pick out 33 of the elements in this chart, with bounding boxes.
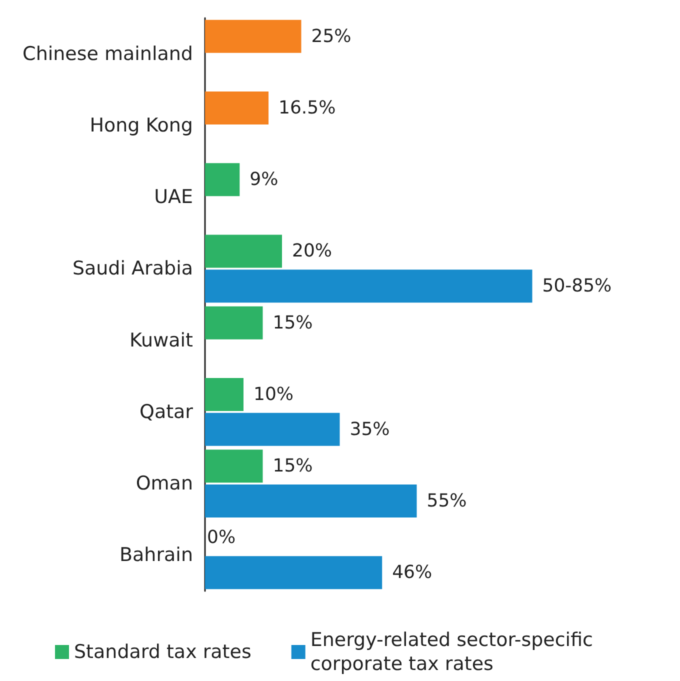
y-tick-label: Saudi Arabia bbox=[72, 258, 193, 280]
y-tick-label: UAE bbox=[154, 186, 193, 208]
data-label: 25% bbox=[311, 26, 352, 47]
bar bbox=[205, 412, 340, 446]
y-tick-label: Chinese mainland bbox=[22, 42, 193, 65]
data-label: 9% bbox=[250, 169, 278, 190]
data-label: 35% bbox=[350, 418, 390, 440]
y-tick-label: Kuwait bbox=[130, 329, 193, 352]
bar bbox=[205, 163, 240, 196]
bar bbox=[205, 450, 263, 483]
y-tick-label: Hong Kong bbox=[90, 114, 193, 136]
data-label: 55% bbox=[426, 490, 467, 512]
annotation: 50-85% bbox=[542, 276, 612, 297]
bar bbox=[205, 234, 282, 268]
data-label: 46% bbox=[392, 562, 432, 584]
annotation: 0% bbox=[207, 527, 236, 548]
bar bbox=[205, 484, 417, 518]
bar bbox=[205, 91, 269, 124]
data-label: 15% bbox=[272, 312, 313, 334]
y-tick-label: Bahrain bbox=[120, 544, 193, 566]
data-label: 15% bbox=[272, 456, 313, 477]
bar bbox=[205, 378, 244, 411]
bar bbox=[205, 20, 302, 53]
data-label: 16.5% bbox=[278, 97, 336, 118]
bar bbox=[205, 270, 532, 303]
legend-label: Standard tax rates bbox=[74, 641, 252, 663]
data-label: 20% bbox=[292, 240, 332, 262]
y-tick-label: Qatar bbox=[139, 400, 194, 423]
legend-label: Energy-related sector-specific corporate tax rates bbox=[310, 629, 600, 675]
bar bbox=[205, 306, 263, 340]
bar bbox=[205, 556, 382, 590]
data-label: 10% bbox=[254, 384, 294, 405]
y-tick-label: Oman bbox=[136, 472, 193, 495]
